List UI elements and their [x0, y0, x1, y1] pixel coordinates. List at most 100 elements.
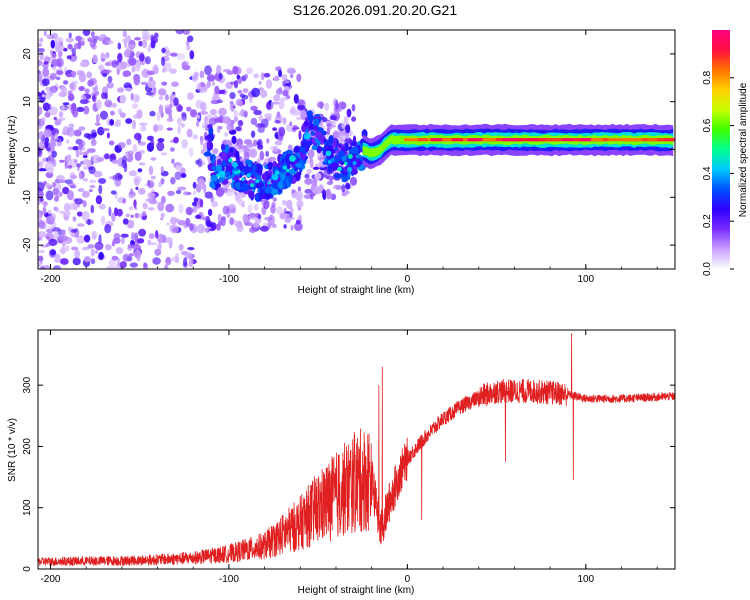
spectrogram-noise-blob: [229, 92, 236, 100]
spectrogram-noise-blob: [149, 76, 153, 81]
spectrogram-noise-blob: [94, 90, 100, 96]
spectrogram-noise-blob: [65, 155, 72, 165]
spectrogram-peak-blob: [290, 155, 296, 161]
colorbar-ticks: 0.0 0.2 0.4 0.6 0.8: [702, 70, 734, 276]
spectrogram-track-blob: [223, 171, 231, 177]
spectrogram-noise-blob: [127, 150, 134, 156]
spectrogram-noise-blob: [77, 40, 82, 50]
spectrogram-noise-blob: [188, 147, 194, 158]
spectrogram-noise-blob: [53, 116, 57, 120]
spectrogram-track-blob: [225, 144, 230, 153]
spectrogram-noise-blob: [172, 227, 180, 233]
spectrogram-noise-blob: [144, 56, 151, 65]
spectrogram-noise-blob: [82, 159, 90, 165]
spectrogram-noise-blob: [78, 126, 86, 131]
colorbar-label: Normalized spectral amplitude: [738, 82, 749, 217]
spectrogram-noise-blob: [114, 178, 122, 187]
spectrogram-noise-blob: [214, 117, 224, 123]
spectrogram-noise-blob: [50, 213, 56, 222]
spectrogram-noise-blob: [83, 165, 89, 171]
spectrogram-noise-blob: [152, 64, 159, 75]
spectrogram-noise-blob: [111, 159, 119, 164]
spectrogram-noise-blob: [160, 178, 165, 185]
spectrogram-noise-blob: [231, 135, 237, 144]
spectrogram-noise-blob: [127, 243, 135, 249]
spectrogram-noise-blob: [111, 212, 116, 222]
spectrogram-peak-blob: [352, 160, 357, 166]
spectrogram-noise-blob: [192, 134, 199, 140]
spectrogram-noise-blob: [297, 215, 302, 221]
spectrogram-noise-blob: [246, 67, 254, 75]
spectrogram-peak-blob: [255, 179, 260, 184]
spectrogram-noise-blob: [138, 188, 146, 195]
spectrogram-noise-blob: [38, 160, 44, 166]
colorbar-tick-label: 0.8: [702, 70, 713, 84]
spectrogram-noise-blob: [99, 110, 109, 120]
spectrogram-noise-blob: [243, 110, 248, 118]
spectrogram-noise-blob: [82, 200, 87, 208]
spectrogram-noise-blob: [49, 72, 57, 80]
spectrogram-noise-blob: [87, 244, 95, 249]
spectrogram-noise-blob: [67, 226, 72, 233]
spectrogram-noise-blob: [47, 225, 55, 230]
spectrogram-noise-blob: [192, 181, 197, 189]
spectrogram-noise-blob: [274, 120, 281, 124]
spectrogram-noise-blob: [276, 139, 283, 146]
spectrogram-noise-blob: [167, 190, 175, 196]
spectrogram-noise-blob: [140, 81, 148, 85]
spectrogram-noise-blob: [44, 161, 54, 171]
spectrogram-noise-blob: [236, 74, 240, 80]
spectrogram-noise-blob: [343, 115, 349, 124]
spectrogram-noise-blob: [183, 190, 187, 196]
spectrogram-noise-blob: [49, 91, 54, 97]
spectrogram-noise-blob: [175, 164, 183, 171]
spectrogram-noise-blob: [43, 128, 52, 138]
spectrogram-noise-blob: [147, 44, 152, 53]
spectrogram-track-blob: [241, 183, 249, 192]
spectrogram-noise-blob: [242, 88, 249, 93]
spectrogram-track-blob: [330, 162, 339, 171]
spectrogram-noise-blob: [125, 213, 131, 218]
spectrogram-track-blob: [229, 147, 234, 153]
spectrogram-noise-blob: [38, 106, 43, 116]
spectrogram-noise-blob: [65, 37, 75, 43]
spectrogram-noise-blob: [55, 76, 61, 81]
spectrogram-noise-blob: [45, 190, 54, 201]
spectrogram-noise-blob: [80, 40, 85, 46]
spectrogram-noise-blob: [119, 94, 127, 104]
spectrogram-noise-blob: [102, 73, 108, 78]
spectrogram-peak-blob: [250, 183, 255, 188]
spectrogram-noise-blob: [165, 237, 173, 244]
spectrogram-noise-blob: [60, 246, 66, 255]
spectrogram-track-blob: [330, 157, 335, 163]
spectrogram-noise-blob: [82, 178, 89, 182]
spectrogram-noise-blob: [340, 102, 346, 110]
spectrogram-noise-blob: [74, 198, 84, 205]
spectrogram-noise-blob: [87, 218, 91, 226]
spectrogram-track-blob: [240, 170, 245, 176]
spectrogram-noise-blob: [233, 110, 238, 117]
spectrogram-noise-blob: [329, 115, 338, 121]
spectrogram-noise-blob: [238, 100, 243, 107]
spectrogram-noise-blob: [165, 256, 172, 266]
spectrogram-noise-blob: [272, 101, 280, 105]
spectrogram-noise-blob: [193, 197, 199, 203]
spectrogram-noise-blob: [83, 105, 90, 115]
spectrogram-track-blob: [313, 118, 320, 128]
spectrogram-track-blob: [237, 161, 244, 169]
spectrogram-noise-blob: [66, 127, 75, 137]
spectrogram-noise-blob: [98, 178, 107, 184]
spectrogram-peak-blob: [216, 173, 220, 177]
spectrogram-noise-blob: [228, 203, 236, 209]
spectrogram-noise-blob: [175, 30, 185, 35]
spectrogram-noise-blob: [185, 206, 194, 216]
spectrogram-noise-blob: [293, 93, 299, 104]
spectrogram-noise-blob: [200, 82, 205, 88]
spectrogram-noise-blob: [48, 238, 58, 246]
spectrogram-noise-blob: [78, 171, 82, 180]
spectrogram-noise-blob: [282, 90, 289, 97]
spectrogram-noise-blob: [70, 184, 77, 189]
spectrogram-noise-blob: [141, 211, 147, 217]
spectrogram-noise-blob: [38, 48, 45, 53]
spectrogram-noise-blob: [84, 256, 91, 263]
